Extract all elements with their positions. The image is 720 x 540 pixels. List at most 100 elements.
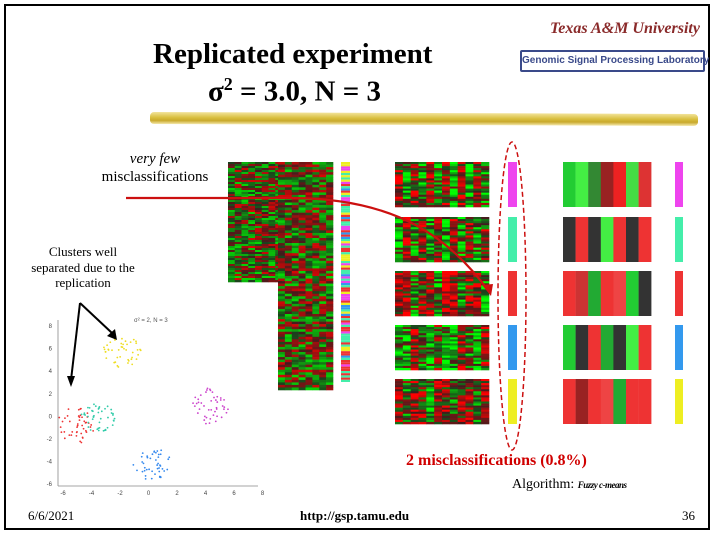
big-heatmap-cell [241,162,249,165]
cluster-heatmap-cell [442,301,451,305]
cluster-heatmap-cell [457,273,466,276]
cluster-heatmap-cell [395,174,404,177]
cluster-heatmap-cell [434,223,443,226]
cluster-heatmap-cell [426,413,435,417]
big-heatmap-cell [278,349,286,353]
cluster-heatmap-cell [465,417,474,421]
cluster-heatmap-cell [402,202,411,206]
cluster-heatmap-cell [449,341,458,344]
cluster-heatmap-cell [418,303,427,307]
big-heatmap-cell [234,238,242,241]
cluster-heatmap-cell [457,251,466,255]
big-heatmap-cell [326,172,334,175]
cluster-heatmap-cell [442,413,451,417]
big-heatmap-cell [305,200,313,203]
big-heatmap-cell [326,253,334,257]
cluster-heatmap-cell [465,405,474,408]
cluster-heatmap-cell [418,395,427,398]
big-heatmap-cell [241,252,249,255]
big-heatmap-cell [319,220,327,224]
big-heatmap-cell [298,359,306,363]
scatter-point [87,406,89,409]
big-heatmap-cell [326,222,334,226]
cluster-heatmap-cell [449,279,458,282]
cluster-heatmap-cell [465,247,474,251]
big-heatmap-cell [326,291,334,295]
big-heatmap-cell [319,326,327,330]
cluster-heatmap-cell [402,381,411,384]
big-heatmap-cell [268,260,276,263]
scatter-point [161,467,164,470]
big-heatmap-cell [312,268,320,272]
cluster-heatmap-cell [426,359,435,363]
cluster-heatmap-cell [426,204,435,208]
cluster-heatmap-cell [473,411,482,415]
big-heatmap-cell [268,220,276,223]
cluster-heatmap-cell [410,174,419,177]
cluster-heatmap-cell [481,299,490,302]
cluster-heatmap-cell [442,192,451,196]
cluster-heatmap-cell [402,180,411,183]
scatter-point [206,387,209,390]
big-heatmap-cell [284,286,293,289]
cluster-heatmap-cell [434,301,443,305]
big-heatmap-cell [305,301,313,305]
cluster-heatmap-cell [481,359,490,363]
sigma-symbol: σ [208,75,224,108]
cluster-heatmap-cell [481,194,490,198]
big-heatmap-cell [305,174,313,178]
big-heatmap-cell [234,162,242,165]
label-strip-row [341,355,350,358]
label-strip-row [341,267,350,270]
cluster-heatmap-cell [481,198,490,202]
big-heatmap-cell [248,254,256,257]
big-heatmap-cell [268,276,276,279]
cluster-heatmap-cell [426,255,435,259]
cluster-heatmap-cell [418,231,427,234]
cluster-heatmap-cell [395,331,404,334]
cluster-heatmap-cell [481,249,490,253]
big-heatmap-cell [268,210,276,213]
cluster-heatmap-cell [434,355,443,359]
cluster-heatmap-cell [449,223,458,226]
big-heatmap-cell [298,164,306,168]
big-heatmap-cell [228,262,236,265]
cluster-heatmap-cell [402,235,411,238]
cluster-heatmap-cell [410,401,419,404]
cluster-heatmap-cell [481,221,490,224]
cluster-heatmap-cell [410,237,419,240]
big-heatmap-cell [312,364,320,368]
big-heatmap-cell [319,314,327,317]
cluster-heatmap-cell [418,381,427,384]
cluster-heatmap-cell [395,253,404,257]
big-heatmap-cell [268,202,276,205]
big-heatmap-cell [298,177,306,181]
cluster-heatmap-cell [395,279,404,282]
big-heatmap-cell [241,192,249,195]
scatter-point [84,429,87,432]
big-heatmap-cell [305,384,313,388]
cluster-heatmap-cell [426,247,435,251]
big-heatmap-cell [284,387,293,391]
cluster-heatmap-cell [449,170,458,173]
big-heatmap-cell [261,240,269,243]
cluster-heatmap-cell [410,411,419,415]
cluster-heatmap-cell [402,299,411,302]
cluster-heatmap-cell [449,283,458,286]
big-heatmap-cell [319,167,327,170]
big-heatmap-cell [234,262,242,265]
scatter-point [156,450,159,452]
cluster-heatmap-cell [473,259,482,263]
cluster-heatmap-cell [457,233,466,236]
cluster-heatmap-cell [434,309,443,313]
cluster-heatmap-cell [473,389,482,392]
cluster-heatmap-cell [481,172,490,175]
big-heatmap-cell [248,230,256,233]
scatter-point [131,363,134,366]
big-heatmap-cell [291,253,299,257]
cluster-heatmap-cell [465,217,474,220]
cluster-heatmap-cell [426,343,435,346]
big-heatmap-cell [305,276,313,279]
big-heatmap-cell [284,235,293,239]
cluster-heatmap-cell [481,345,490,348]
